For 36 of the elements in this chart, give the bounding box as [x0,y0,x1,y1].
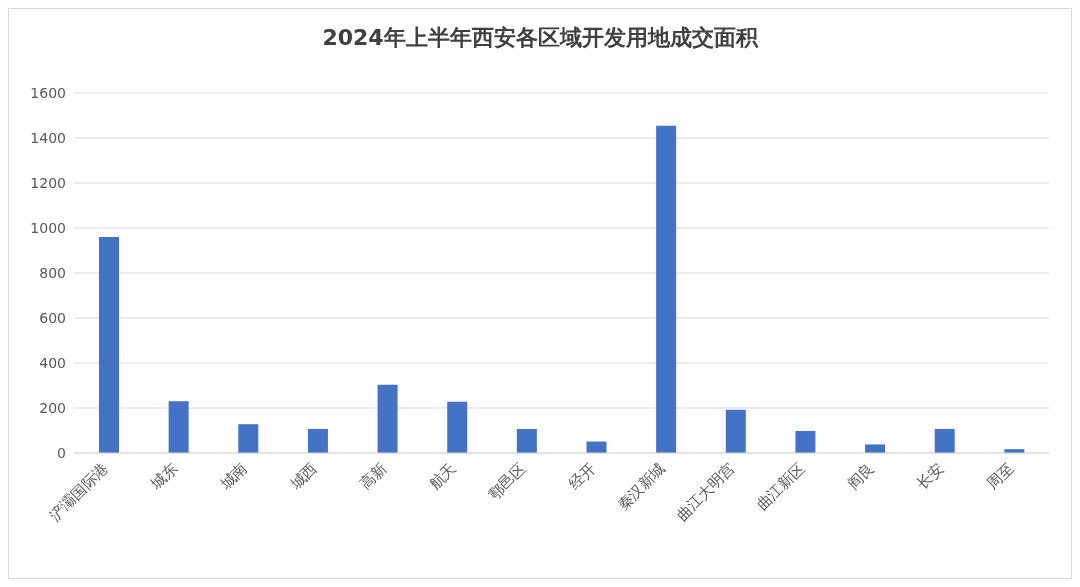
bar [795,430,816,453]
x-tick-label: 航天 [425,459,460,494]
y-tick-label: 400 [39,354,66,371]
bar [238,424,259,453]
x-tick-label: 浐灞国际港 [45,459,112,525]
x-tick-label: 秦汉新城 [613,459,669,515]
x-tick-label: 城南 [216,459,251,494]
x-tick-label: 城西 [285,459,321,494]
x-tick-label: 曲江新区 [752,459,809,515]
y-tick-label: 800 [39,264,66,281]
x-tick-label: 曲江大明宫 [672,459,739,525]
bar [168,401,189,453]
x-tick-label: 经开 [565,459,600,494]
chart-title: 2024年上半年西安各区域开发用地成交面积 [321,24,760,52]
y-tick-label: 600 [39,309,66,326]
y-tick-label: 0 [57,444,66,461]
x-tick-label: 鄠邑区 [484,459,530,504]
y-tick-label: 1400 [30,129,66,146]
x-tick-label: 周至 [983,459,1018,494]
y-tick-label: 1600 [30,84,66,101]
x-tick-label: 城东 [146,459,182,494]
bar [307,428,328,453]
x-tick-label: 阎良 [843,459,878,494]
x-tick-label: 高新 [356,459,391,494]
bar [934,428,955,453]
x-tick-label: 长安 [913,459,948,494]
y-tick-label: 1000 [30,219,66,236]
bar [99,237,119,453]
bar [725,409,746,453]
bar [377,384,398,453]
bar [865,444,886,453]
bar [516,428,537,453]
bar [447,401,468,453]
bar [656,125,677,453]
y-tick-label: 1200 [30,174,66,191]
y-tick-label: 200 [39,399,66,416]
